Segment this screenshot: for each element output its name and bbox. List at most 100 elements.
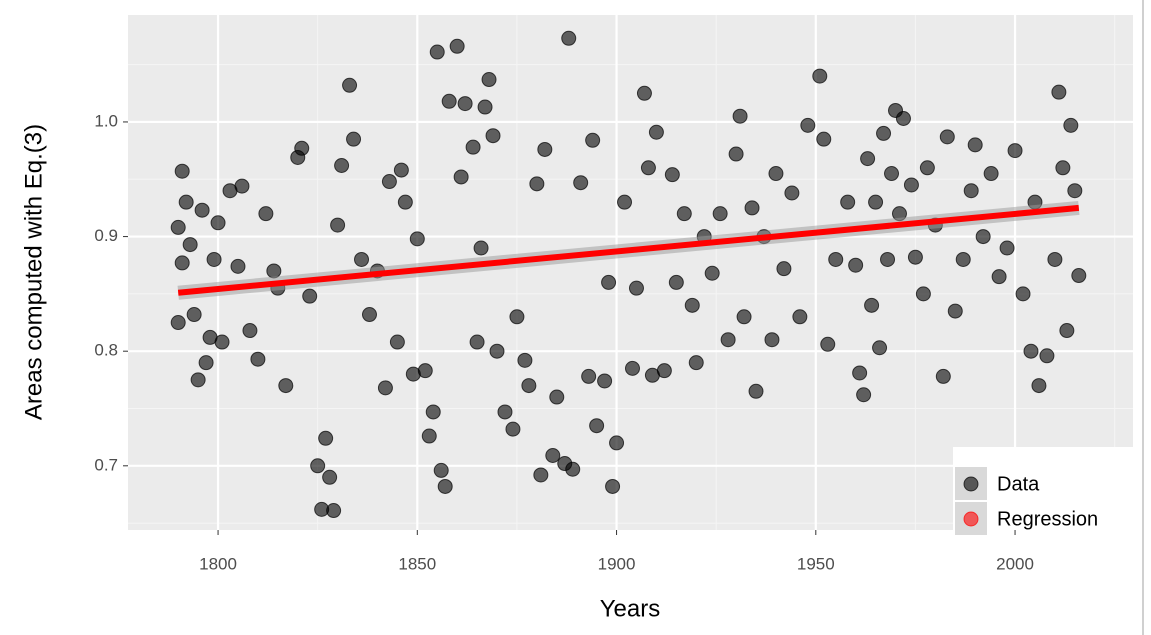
data-point (676, 206, 692, 222)
data-point (250, 351, 266, 367)
data-point (469, 334, 485, 350)
data-point (214, 334, 230, 350)
data-point (636, 85, 652, 101)
data-point (812, 68, 828, 84)
data-point (907, 249, 923, 265)
data-point (481, 72, 497, 88)
data-point (884, 166, 900, 182)
data-point (684, 297, 700, 313)
data-point (1039, 348, 1055, 364)
data-point (178, 194, 194, 210)
data-point (748, 383, 764, 399)
data-point (864, 297, 880, 313)
legend-symbol (963, 476, 979, 492)
data-point (549, 389, 565, 405)
data-point (465, 139, 481, 155)
data-point (1059, 323, 1075, 339)
data-point (258, 206, 274, 222)
data-point (975, 229, 991, 245)
y-tick-label: 1.0 (94, 111, 118, 130)
data-point (668, 274, 684, 290)
data-point (266, 263, 282, 279)
data-point (816, 131, 832, 147)
data-point (856, 387, 872, 403)
data-point (880, 251, 896, 267)
x-tick-label: 2000 (996, 554, 1034, 573)
data-point (425, 404, 441, 420)
data-point (768, 166, 784, 182)
data-point (334, 157, 350, 173)
data-point (565, 461, 581, 477)
data-point (656, 363, 672, 379)
data-point (397, 194, 413, 210)
data-point (764, 332, 780, 348)
data-point (322, 469, 338, 485)
data-point (872, 340, 888, 356)
data-point (453, 169, 469, 185)
data-point (489, 343, 505, 359)
data-point (963, 183, 979, 199)
data-point (601, 274, 617, 290)
data-point (1055, 160, 1071, 176)
data-point (354, 251, 370, 267)
data-point (991, 269, 1007, 285)
data-point (437, 478, 453, 494)
data-point (728, 146, 744, 162)
data-point (330, 217, 346, 233)
data-point (521, 378, 537, 394)
data-point (294, 140, 310, 156)
data-point (210, 215, 226, 231)
data-point (509, 309, 525, 325)
x-tick-label: 1900 (598, 554, 636, 573)
data-point (955, 251, 971, 267)
data-point (449, 38, 465, 54)
data-point (194, 202, 210, 218)
data-point (983, 166, 999, 182)
data-point (617, 194, 633, 210)
data-point (381, 174, 397, 190)
data-point (840, 194, 856, 210)
data-point (820, 336, 836, 352)
legend-label: Data (997, 473, 1040, 495)
data-point (609, 435, 625, 451)
data-point (605, 478, 621, 494)
data-point (433, 462, 449, 478)
data-point (648, 124, 664, 140)
data-point (903, 177, 919, 193)
data-point (429, 44, 445, 60)
regression-line (177, 204, 1080, 296)
data-point (581, 368, 597, 384)
data-point (852, 365, 868, 381)
data-point (1023, 343, 1039, 359)
data-point (318, 430, 334, 446)
data-point (417, 363, 433, 379)
data-point (589, 418, 605, 434)
data-point (302, 288, 318, 304)
data-point (895, 111, 911, 127)
data-point (361, 307, 377, 323)
data-point (278, 378, 294, 394)
data-point (393, 162, 409, 178)
data-point (1051, 84, 1067, 100)
data-point (664, 167, 680, 183)
data-point (174, 255, 190, 271)
legend-label: Regression (997, 508, 1098, 530)
data-point (1071, 268, 1087, 284)
data-point (170, 315, 186, 331)
data-point (174, 163, 190, 179)
x-tick-label: 1950 (797, 554, 835, 573)
data-point (537, 141, 553, 157)
data-point (624, 360, 640, 376)
data-point (242, 323, 258, 339)
data-point (342, 77, 358, 93)
data-point (919, 160, 935, 176)
data-point (473, 240, 489, 256)
data-point (377, 380, 393, 396)
y-axis-title: Areas computed with Eq.(3) (20, 124, 47, 420)
data-point (640, 160, 656, 176)
data-point (848, 257, 864, 273)
data-point (628, 280, 644, 296)
data-point (939, 129, 955, 145)
data-point (1067, 183, 1083, 199)
